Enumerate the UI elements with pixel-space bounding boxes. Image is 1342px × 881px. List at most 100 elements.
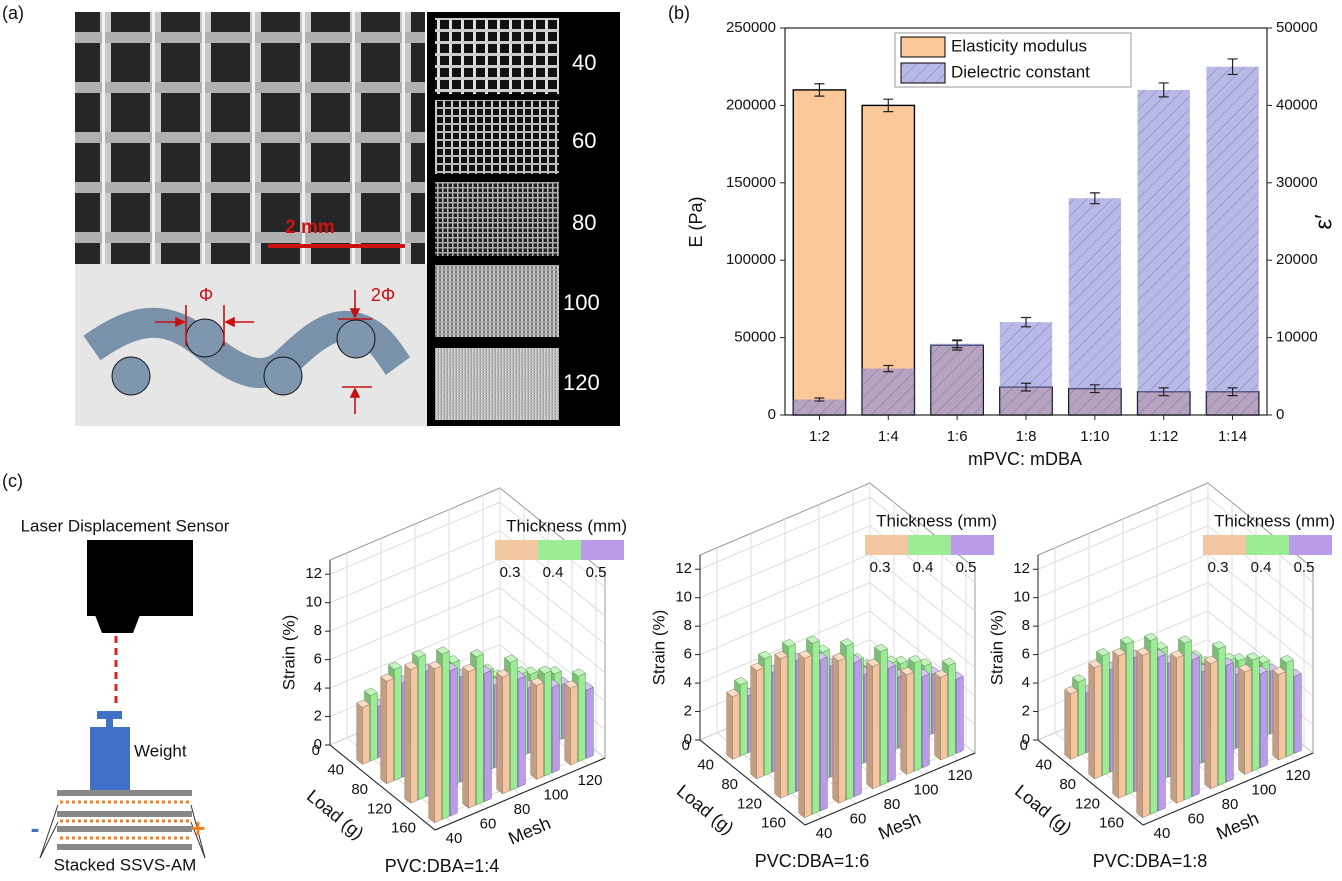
legend-label: 0.3 (500, 564, 521, 581)
y-axis (804, 752, 976, 826)
bar (404, 661, 419, 804)
bar-face (1088, 659, 1103, 669)
bar-face (1142, 652, 1150, 819)
bar-face (564, 683, 571, 766)
bar-face (436, 646, 450, 655)
plus-terminal: + (190, 813, 205, 843)
legend-swatch (1246, 535, 1289, 555)
bar-face (1118, 652, 1126, 799)
bar (1064, 685, 1079, 760)
bar-face (468, 668, 476, 809)
x-tick-label: 160 (1099, 815, 1124, 832)
z-tick-label: 8 (1022, 617, 1030, 634)
x-tick-label: 1:2 (809, 428, 830, 445)
bar-face (386, 677, 394, 785)
bar-face (1178, 635, 1192, 644)
y-tick-label: 120 (577, 772, 602, 789)
bar-face (496, 669, 511, 678)
bar-face (496, 671, 503, 795)
bar-face (774, 650, 789, 660)
error-bar (952, 339, 963, 349)
bar-face (470, 648, 484, 658)
bar-face (1136, 650, 1143, 819)
bar-hatch (930, 343, 984, 415)
bar-face (782, 638, 796, 648)
bar-face (914, 659, 922, 772)
z-tick-label: 12 (305, 565, 322, 582)
bar-face (418, 654, 426, 801)
bar-face (446, 655, 460, 664)
z-tick-label: 10 (305, 594, 322, 611)
y-tick-label: 120 (1285, 767, 1310, 784)
legend-label: Dielectric constant (951, 62, 1090, 81)
z-tick-label: 2 (1022, 703, 1030, 720)
bar-face (780, 655, 788, 799)
x-tick-label: 1:14 (1218, 428, 1247, 445)
y-tick-label: 100 (543, 787, 568, 804)
error-bar (814, 83, 825, 97)
panel-label: (a) (2, 3, 24, 23)
bar-face (866, 661, 873, 790)
z-tick-label: 10 (675, 589, 692, 606)
bar-face (434, 665, 442, 824)
z-axis-label: Strain (%) (649, 610, 668, 686)
legend-swatch (581, 540, 624, 560)
z-tick-label: 6 (1022, 646, 1030, 663)
bar-face (832, 655, 839, 804)
dimension-marks (155, 290, 372, 414)
legend-label: 0.5 (586, 564, 607, 581)
bar-face (388, 661, 402, 670)
bar-face (900, 666, 915, 676)
x-tick-label: 160 (391, 820, 416, 837)
wire (263, 356, 303, 396)
bar-face (838, 657, 846, 804)
bar-face (1136, 647, 1151, 656)
bar-face (1078, 678, 1086, 757)
error-bar (814, 397, 825, 402)
y-tick-label: 100 (1251, 782, 1276, 799)
bar-face (853, 659, 862, 798)
bar-face (832, 652, 847, 662)
bar-face (894, 655, 908, 665)
bar (1170, 650, 1185, 804)
bar-face (918, 658, 932, 667)
legend-swatch (908, 535, 951, 555)
bar-face (934, 672, 941, 761)
error-bar (1158, 82, 1169, 98)
sensor-head (95, 615, 140, 633)
bar-face (1218, 645, 1226, 786)
bar-face (530, 677, 545, 686)
bar (1204, 655, 1219, 790)
chart-title: PVC:DBA=1:4 (385, 856, 500, 876)
bar-hatch (1137, 89, 1190, 416)
bar-face (900, 669, 907, 775)
bar-face (1112, 647, 1127, 657)
z-tick-label: 6 (684, 646, 692, 663)
legend-swatch (495, 540, 538, 560)
mesh-photo (75, 12, 425, 264)
z-tick-label: 4 (684, 674, 692, 691)
bar-face (934, 669, 949, 678)
chart-title: PVC:DBA=1:6 (755, 851, 870, 871)
y-axis-label: Mesh (1213, 808, 1261, 844)
bar-face (1064, 688, 1071, 760)
bar-face (504, 654, 518, 663)
legend-hatch (901, 63, 945, 83)
z-tick-label: 6 (314, 651, 322, 668)
bar-face (816, 644, 830, 653)
bar-hatch (999, 322, 1053, 415)
bar-face (524, 666, 538, 675)
bar-face (921, 673, 930, 769)
y-tick-label: 60 (850, 810, 867, 827)
bar-face (908, 655, 922, 664)
bar-face (356, 702, 363, 765)
error-bar (883, 364, 894, 373)
legend-label: 0.4 (543, 564, 564, 581)
y-tick-label: 200000 (726, 96, 776, 113)
z-tick-label: 8 (314, 622, 322, 639)
bar-face (1150, 637, 1158, 815)
x-axis (699, 739, 806, 826)
bar-face (428, 663, 435, 824)
y-tick-label: 80 (514, 801, 531, 818)
x-tick-label: 1:4 (878, 428, 899, 445)
